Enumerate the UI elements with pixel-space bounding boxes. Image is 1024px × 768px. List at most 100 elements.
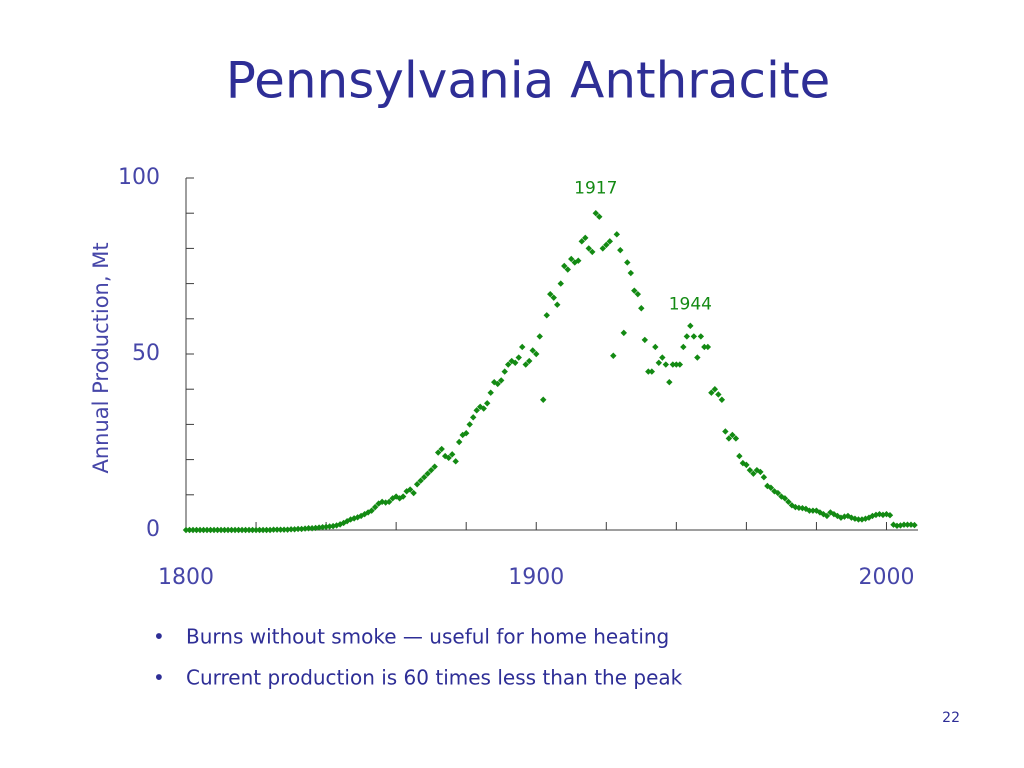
data-point bbox=[473, 407, 480, 414]
data-point bbox=[907, 521, 915, 528]
data-point bbox=[357, 512, 365, 520]
data-point bbox=[858, 516, 866, 523]
y-axis-label: Annual Production, Mt bbox=[89, 242, 113, 473]
data-point bbox=[224, 526, 232, 534]
data-point bbox=[760, 474, 768, 481]
data-point bbox=[512, 359, 519, 366]
data-point bbox=[487, 389, 494, 396]
data-point bbox=[547, 290, 554, 298]
data-point bbox=[911, 521, 918, 529]
data-point bbox=[683, 333, 691, 340]
data-point bbox=[340, 519, 347, 527]
data-point bbox=[249, 526, 256, 534]
data-point bbox=[501, 368, 508, 375]
data-point bbox=[193, 526, 200, 534]
x-tick-label: 1900 bbox=[508, 565, 564, 590]
data-point bbox=[876, 510, 883, 518]
data-point bbox=[203, 526, 211, 534]
data-point bbox=[270, 526, 277, 533]
data-point bbox=[883, 510, 890, 518]
data-point bbox=[603, 241, 610, 249]
data-point bbox=[865, 514, 873, 521]
slide-number: 22 bbox=[942, 710, 960, 726]
data-point bbox=[571, 259, 578, 266]
data-point bbox=[515, 354, 522, 361]
data-point bbox=[767, 484, 775, 491]
y-tick-label: 0 bbox=[146, 517, 160, 542]
data-point bbox=[582, 234, 589, 242]
data-point bbox=[427, 466, 435, 474]
data-point bbox=[200, 526, 207, 534]
data-point bbox=[599, 245, 606, 252]
data-point bbox=[399, 493, 407, 500]
data-point bbox=[498, 377, 505, 384]
data-point bbox=[529, 347, 536, 354]
data-point bbox=[809, 507, 817, 514]
x-tick-label: 1800 bbox=[158, 565, 214, 590]
data-point bbox=[662, 361, 670, 368]
data-point bbox=[494, 380, 501, 388]
data-point bbox=[508, 357, 515, 365]
data-point bbox=[771, 488, 778, 495]
bullet-marker: • bbox=[153, 666, 165, 690]
data-point bbox=[505, 361, 512, 368]
data-point bbox=[837, 514, 845, 521]
data-point bbox=[519, 343, 526, 351]
data-point bbox=[855, 516, 862, 523]
data-point bbox=[729, 431, 736, 439]
data-point bbox=[638, 305, 645, 312]
data-point bbox=[575, 257, 582, 264]
data-point bbox=[445, 454, 452, 462]
data-point bbox=[242, 526, 249, 534]
data-point bbox=[252, 526, 260, 534]
data-point bbox=[385, 498, 393, 506]
data-point bbox=[420, 474, 428, 481]
data-point bbox=[732, 435, 740, 442]
data-point bbox=[462, 430, 470, 437]
data-point bbox=[564, 266, 571, 273]
data-point bbox=[333, 522, 340, 529]
data-point bbox=[806, 507, 813, 514]
data-point bbox=[687, 322, 694, 330]
data-point bbox=[182, 526, 190, 534]
data-point bbox=[869, 512, 876, 520]
data-point bbox=[652, 343, 659, 351]
data-point bbox=[704, 343, 712, 351]
data-point bbox=[417, 477, 424, 484]
data-point bbox=[554, 301, 561, 308]
data-point bbox=[757, 468, 764, 476]
data-point bbox=[319, 523, 326, 531]
data-point bbox=[431, 463, 438, 470]
data-point bbox=[434, 449, 442, 456]
data-point bbox=[718, 396, 726, 403]
data-point bbox=[834, 512, 841, 520]
data-point bbox=[613, 231, 620, 238]
x-tick-label: 2000 bbox=[858, 565, 914, 590]
data-point bbox=[778, 493, 785, 500]
data-point bbox=[648, 368, 656, 375]
data-point bbox=[221, 526, 228, 534]
data-point bbox=[785, 498, 792, 506]
data-point bbox=[736, 452, 743, 460]
data-point bbox=[235, 526, 242, 534]
data-point bbox=[277, 526, 284, 533]
data-point bbox=[673, 361, 680, 368]
data-point bbox=[305, 525, 312, 532]
data-point bbox=[368, 507, 375, 514]
data-point bbox=[823, 512, 831, 520]
data-point bbox=[410, 489, 417, 497]
data-point bbox=[722, 428, 729, 435]
data-point bbox=[238, 526, 246, 534]
data-point bbox=[631, 287, 638, 294]
data-point bbox=[774, 489, 782, 497]
data-point bbox=[455, 438, 463, 446]
data-point bbox=[189, 526, 197, 534]
data-point bbox=[697, 333, 705, 340]
data-point bbox=[263, 526, 270, 534]
data-point bbox=[743, 461, 750, 469]
data-point bbox=[259, 526, 267, 534]
data-point bbox=[448, 451, 456, 458]
data-point bbox=[294, 525, 302, 533]
data-point bbox=[231, 526, 239, 534]
